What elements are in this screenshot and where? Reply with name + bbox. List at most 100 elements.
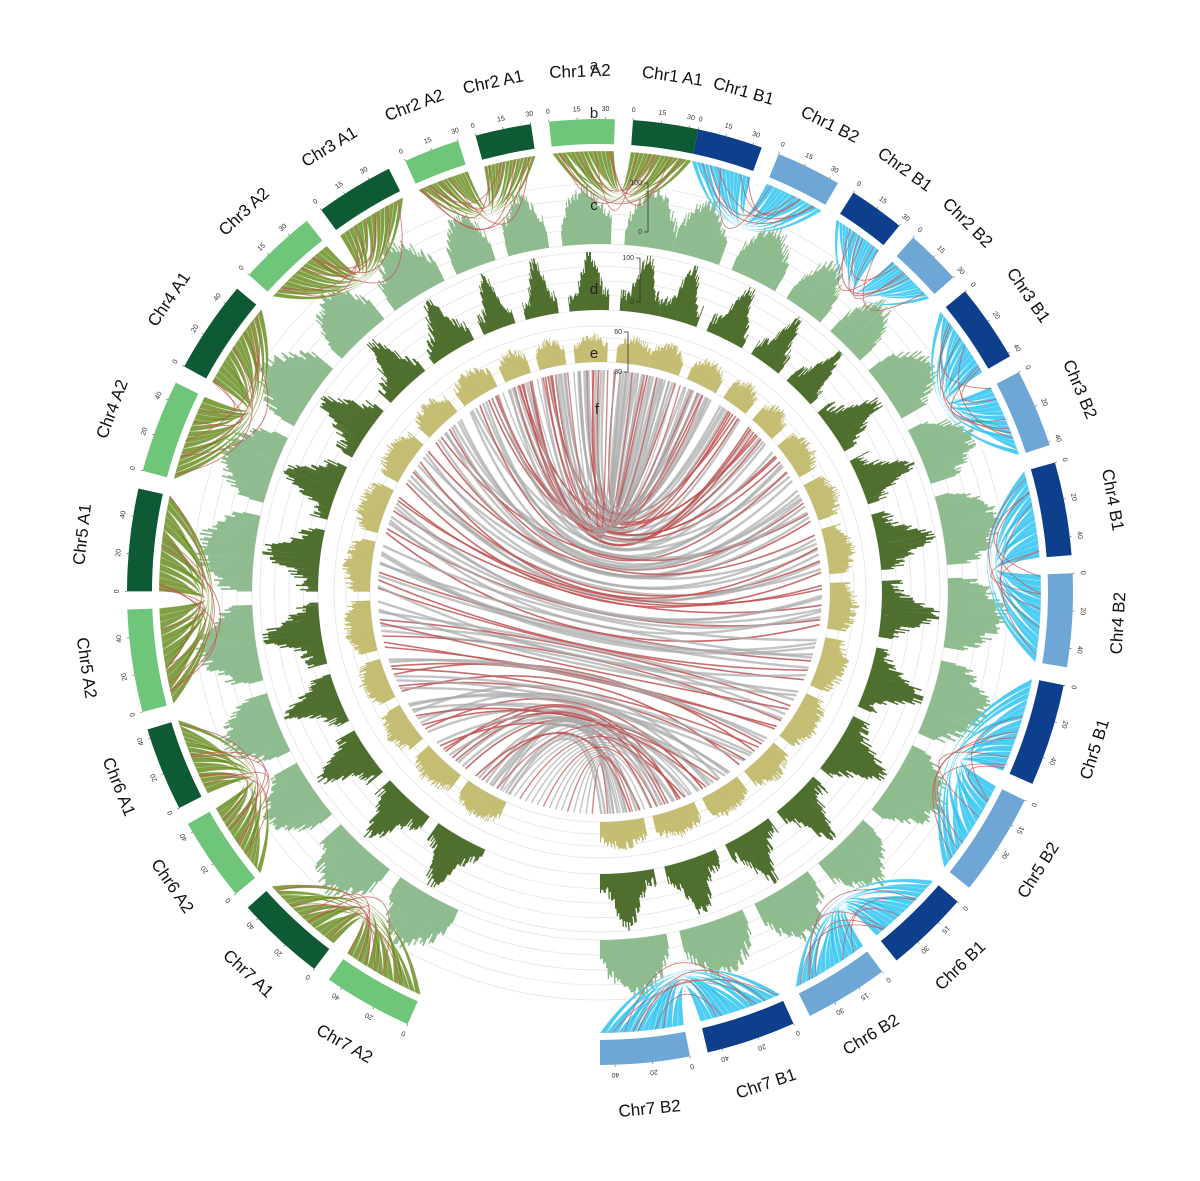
core-link xyxy=(560,373,640,537)
chromosome-band[interactable] xyxy=(798,951,883,1016)
tick-label: 20 xyxy=(140,427,149,437)
chromosome-label: Chr5 B1 xyxy=(1076,717,1113,782)
guide-circle xyxy=(259,251,941,933)
track-d-bars xyxy=(423,299,475,365)
red-link xyxy=(940,322,992,390)
chromosome-band[interactable] xyxy=(548,118,615,147)
tick-label: 15 xyxy=(334,181,344,191)
tick-label: 40 xyxy=(1012,343,1022,353)
tick-label: 0 xyxy=(689,1062,694,1070)
core-link xyxy=(380,624,786,716)
core-link xyxy=(542,746,658,807)
chromosome-band[interactable] xyxy=(249,220,323,292)
chromosome-band[interactable] xyxy=(693,129,762,172)
chromosome-band[interactable] xyxy=(769,154,838,205)
synteny-ribbon xyxy=(322,232,361,276)
core-link-red xyxy=(398,496,823,607)
tick-label: 40 xyxy=(154,391,164,401)
chromosome-band[interactable] xyxy=(840,192,900,246)
chromosome-band[interactable] xyxy=(880,885,958,961)
chromosome-band[interactable] xyxy=(127,608,167,712)
track-letter-e: e xyxy=(590,345,598,362)
chromosome-label: Chr6 A1 xyxy=(99,755,140,819)
tick-mark xyxy=(283,944,286,947)
tick-label: 0 xyxy=(1079,571,1086,575)
red-link xyxy=(191,754,270,843)
tick-mark xyxy=(457,138,459,141)
tick-label: 40 xyxy=(213,292,223,303)
tick-mark xyxy=(722,1048,724,1051)
chromosome-band[interactable] xyxy=(321,168,401,231)
track-d-bars xyxy=(521,258,559,320)
tick-mark xyxy=(1024,800,1027,802)
track-e-bars xyxy=(616,335,652,368)
red-link xyxy=(576,151,659,192)
track-c-bars xyxy=(830,299,892,361)
core-link xyxy=(519,735,681,800)
chromosome-band[interactable] xyxy=(1042,573,1074,668)
chromosome-band[interactable] xyxy=(187,811,256,894)
track-c-bars xyxy=(908,418,977,484)
chromosome-label: Chr3 A1 xyxy=(298,123,360,171)
chromosome-band[interactable] xyxy=(896,237,954,295)
chromosome-band[interactable] xyxy=(328,959,418,1025)
red-link xyxy=(280,217,368,291)
track-c-bars xyxy=(600,933,670,999)
tick-label: 30 xyxy=(955,266,965,277)
chromosome-band[interactable] xyxy=(405,140,466,184)
chromosome-band[interactable] xyxy=(184,288,257,379)
chromosome-band[interactable] xyxy=(996,372,1050,453)
tick-label: 0 xyxy=(631,107,635,114)
chromosome-band[interactable] xyxy=(247,890,330,969)
core-link-red xyxy=(379,622,789,710)
scale-max-d: 100 xyxy=(622,255,634,262)
tick-label: 40 xyxy=(1047,756,1056,766)
track-e-bars xyxy=(535,337,567,371)
chromosome-band[interactable] xyxy=(631,120,699,154)
tick-label: 15 xyxy=(940,924,951,935)
core-link-red xyxy=(440,436,809,562)
chromosome-label: Chr1 B1 xyxy=(711,73,776,108)
red-link xyxy=(190,751,266,831)
tick-mark xyxy=(912,235,915,238)
chromosome-band[interactable] xyxy=(1009,680,1064,784)
core-link-red xyxy=(479,405,788,562)
tick-label: 15 xyxy=(804,152,814,162)
track-letter-c: c xyxy=(590,197,598,214)
red-link xyxy=(938,324,1012,434)
tick-mark xyxy=(1042,757,1046,759)
chromosome-band[interactable] xyxy=(147,722,202,809)
core-link-red xyxy=(419,461,818,600)
tick-mark xyxy=(725,134,727,137)
chromosome-band[interactable] xyxy=(702,1000,794,1053)
chromosome-band[interactable] xyxy=(142,382,199,478)
tick-label: 40 xyxy=(246,920,257,931)
track-c-bars xyxy=(868,350,939,419)
track-c-bars xyxy=(377,240,445,311)
tick-label: 20 xyxy=(150,773,159,783)
chromosome-band[interactable] xyxy=(127,488,163,592)
chromosome-band[interactable] xyxy=(600,1031,690,1065)
synteny-ribbon xyxy=(1001,495,1040,638)
chromosome-band[interactable] xyxy=(1030,462,1072,558)
tick-label: 40 xyxy=(331,991,341,1001)
chromosome-band[interactable] xyxy=(475,124,535,160)
red-link xyxy=(307,896,391,976)
core-link xyxy=(548,375,652,535)
scale-bar-d xyxy=(636,257,641,303)
synteny-ribbon xyxy=(942,685,1032,863)
tick-mark xyxy=(1018,370,1021,373)
tick-mark xyxy=(343,192,345,195)
track-d-bars xyxy=(878,580,940,640)
tick-label: 20 xyxy=(190,324,200,334)
chromosome-label: Chr1 B2 xyxy=(798,102,862,147)
tick-mark xyxy=(151,433,154,436)
chromosome-label: Chr5 A2 xyxy=(73,636,101,700)
red-link xyxy=(932,731,1019,858)
chromosome-band[interactable] xyxy=(949,789,1025,888)
chromosome-band[interactable] xyxy=(945,291,1011,369)
red-link xyxy=(300,212,377,277)
core-link xyxy=(485,716,628,813)
core-link xyxy=(443,432,808,560)
tick-mark xyxy=(899,223,901,226)
